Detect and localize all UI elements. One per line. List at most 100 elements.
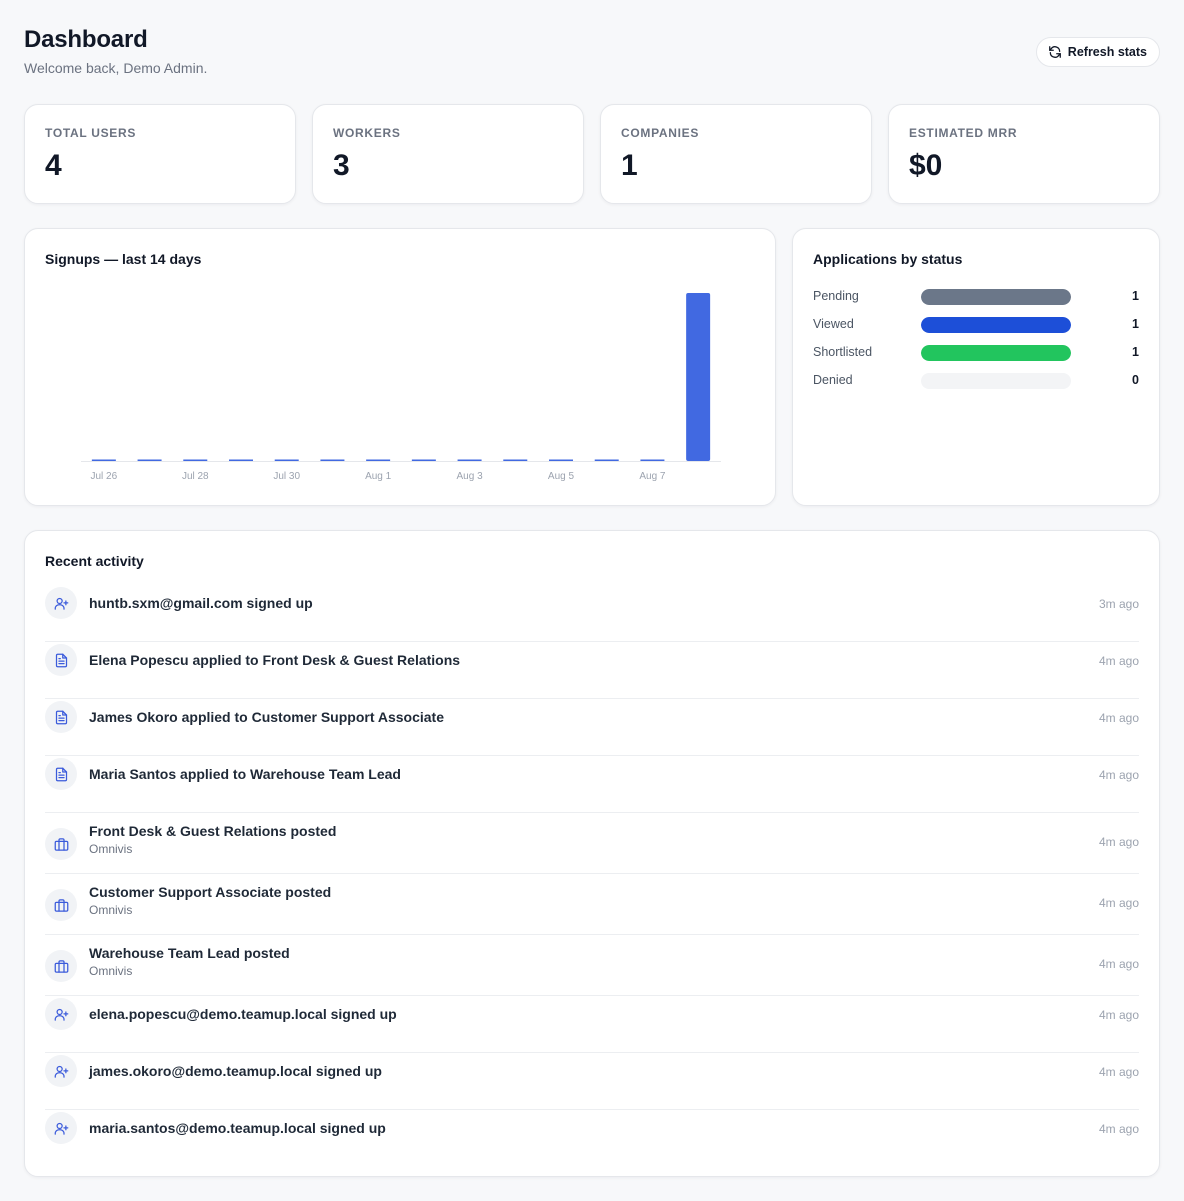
briefcase-icon [45,950,77,982]
activity-text: elena.popescu@demo.teamup.local signed u… [89,1006,397,1022]
chart-bar[interactable] [137,459,162,462]
page-header: Dashboard Welcome back, Demo Admin. Refr… [24,26,1160,86]
status-count: 1 [1132,289,1139,303]
status-bar-track [921,373,1071,389]
refresh-icon [1048,45,1062,59]
stat-label: COMPANIES [621,126,700,140]
activity-time: 4m ago [1098,768,1139,782]
x-tick-label: Aug 7 [639,471,666,482]
user-plus-icon [45,1055,77,1087]
activity-time: 4m ago [1098,711,1139,725]
activity-item[interactable]: maria.santos@demo.teamup.local signed up… [45,1110,1139,1167]
activity-time: 4m ago [1098,1122,1139,1136]
chart-bar[interactable] [686,293,711,461]
recent-activity-card: Recent activity huntb.sxm@gmail.com sign… [24,530,1160,1177]
stat-value: 4 [45,149,62,182]
status-name: Pending [813,289,859,303]
activity-text: huntb.sxm@gmail.com signed up [89,595,313,611]
page-subtitle: Welcome back, Demo Admin. [24,60,208,76]
stat-value: 1 [621,149,638,182]
activity-item[interactable]: James Okoro applied to Customer Support … [45,699,1139,756]
status-name: Shortlisted [813,345,873,359]
stat-card-estimated-mrr: ESTIMATED MRR $0 [888,104,1160,204]
activity-item[interactable]: Elena Popescu applied to Front Desk & Gu… [45,642,1139,699]
signups-bar-chart: Jul 26 Jul 28 Jul 30 Aug 1 Aug 3 Aug 5 Aug 7 [81,293,721,482]
activity-subtext: Omnivis [89,964,133,978]
chart-bar[interactable] [183,459,208,462]
chart-bar[interactable] [457,459,482,462]
stat-label: ESTIMATED MRR [909,126,1018,140]
activity-item[interactable]: Maria Santos applied to Warehouse Team L… [45,756,1139,813]
refresh-stats-label: Refresh stats [1067,45,1147,59]
x-tick-label: Aug 3 [457,471,484,482]
stat-value: $0 [909,149,943,182]
briefcase-icon [45,889,77,921]
x-tick-label: Jul 30 [273,471,300,482]
stat-card-total-users: TOTAL USERS 4 [24,104,296,204]
status-name: Viewed [813,317,854,331]
chart-title: Signups — last 14 days [45,251,202,267]
status-bar-track [921,345,1071,361]
activity-time: 4m ago [1098,1008,1139,1022]
x-tick-label: Aug 1 [365,471,392,482]
status-name: Denied [813,373,853,387]
chart-bar[interactable] [274,459,299,462]
activity-subtext: Omnivis [89,842,133,856]
status-row-denied: Denied 0 [813,372,1139,390]
chart-bar[interactable] [503,459,528,462]
activity-time: 4m ago [1098,835,1139,849]
user-plus-icon [45,998,77,1030]
stat-card-workers: WORKERS 3 [312,104,584,204]
activity-text: Customer Support Associate posted [89,884,332,900]
signups-chart-card: Signups — last 14 days Jul 26 Jul 28 Jul 3… [24,228,776,506]
user-plus-icon [45,587,77,619]
stat-value: 3 [333,149,350,182]
activity-text: James Okoro applied to Customer Support … [89,709,445,725]
activity-item[interactable]: elena.popescu@demo.teamup.local signed u… [45,996,1139,1053]
x-tick-label: Aug 5 [548,471,575,482]
chart-bar[interactable] [640,459,665,462]
chart-bar[interactable] [594,459,619,462]
activity-time: 3m ago [1098,597,1139,611]
status-count: 1 [1132,317,1139,331]
chart-bar[interactable] [411,459,436,462]
stat-card-companies: COMPANIES 1 [600,104,872,204]
chart-bar[interactable] [91,459,116,462]
status-row-viewed: Viewed 1 [813,316,1139,334]
chart-bar[interactable] [229,459,253,462]
refresh-stats-button[interactable]: Refresh stats [1035,37,1160,67]
recent-activity-title: Recent activity [45,553,144,569]
status-count: 1 [1132,345,1139,359]
activity-item[interactable]: huntb.sxm@gmail.com signed up 3m ago [45,585,1139,642]
activity-text: Elena Popescu applied to Front Desk & Gu… [89,652,461,668]
activity-item[interactable]: Warehouse Team Lead posted Omnivis 4m ago [45,935,1139,996]
activity-text: Front Desk & Guest Relations posted [89,823,337,839]
chart-bar[interactable] [320,459,345,462]
activity-time: 4m ago [1098,957,1139,971]
status-bar-track [921,289,1071,305]
status-bar-track [921,317,1071,333]
chart-bar[interactable] [549,459,573,462]
activity-item[interactable]: james.okoro@demo.teamup.local signed up 4… [45,1053,1139,1110]
activity-time: 4m ago [1098,654,1139,668]
activity-text: Maria Santos applied to Warehouse Team L… [89,766,401,782]
activity-subtext: Omnivis [89,903,133,917]
page-title: Dashboard [24,26,148,53]
status-bar-fill [921,289,1071,305]
applications-title: Applications by status [813,251,963,267]
status-bar-fill [921,317,1071,333]
status-row-pending: Pending 1 [813,288,1139,306]
document-icon [45,701,77,733]
document-icon [45,644,77,676]
stat-label: TOTAL USERS [45,126,137,140]
status-row-shortlisted: Shortlisted 1 [813,344,1139,362]
x-tick-label: Jul 26 [91,471,118,482]
briefcase-icon [45,828,77,860]
activity-text: Warehouse Team Lead posted [89,945,290,961]
activity-item[interactable]: Front Desk & Guest Relations posted Omniv… [45,813,1139,874]
applications-by-status-card: Applications by status Pending 1 Viewed 1 Sh… [792,228,1160,506]
activity-item[interactable]: Customer Support Associate posted Omnivis… [45,874,1139,935]
activity-text: maria.santos@demo.teamup.local signed up [89,1120,386,1136]
chart-bar[interactable] [366,459,391,462]
activity-time: 4m ago [1098,896,1139,910]
